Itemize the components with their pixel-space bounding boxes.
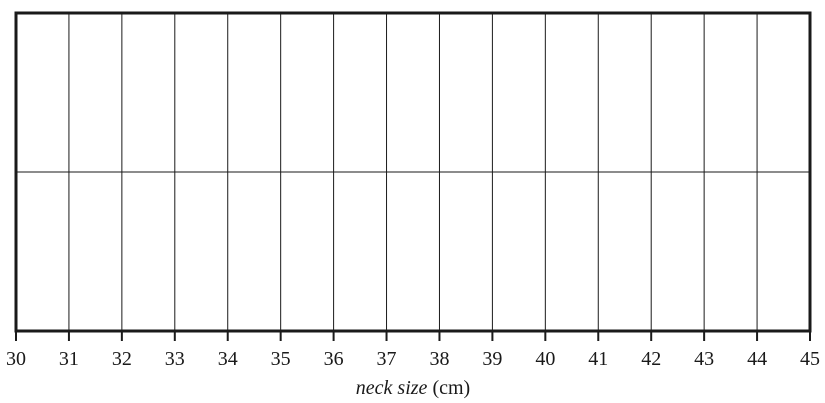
- x-tick-label-40: 40: [535, 348, 555, 370]
- x-tick-label-43: 43: [694, 348, 714, 370]
- x-tick-label-38: 38: [429, 348, 449, 370]
- x-tick-label-30: 30: [6, 348, 26, 370]
- x-tick-label-42: 42: [641, 348, 661, 370]
- x-tick-label-33: 33: [165, 348, 185, 370]
- x-axis-label-unit: (cm): [427, 377, 470, 399]
- x-tick-label-32: 32: [112, 348, 132, 370]
- plot-frame: [14, 11, 812, 333]
- x-tick-label-39: 39: [482, 348, 502, 370]
- x-tick-label-34: 34: [218, 348, 238, 370]
- x-axis-label-quantity: neck size: [356, 377, 428, 399]
- x-tick-label-36: 36: [324, 348, 344, 370]
- x-tick-label-37: 37: [377, 348, 397, 370]
- x-axis-ticks: 30 31 32 33 34 35 36 37 38 39 40 41 42 43 44 45: [6, 331, 820, 370]
- grid-lines: [16, 13, 810, 331]
- x-tick-label-31: 31: [59, 348, 79, 370]
- x-tick-label-45: 45: [800, 348, 820, 370]
- x-axis-label: neck size (cm): [356, 377, 470, 399]
- x-tick-label-41: 41: [588, 348, 608, 370]
- x-tick-label-35: 35: [271, 348, 291, 370]
- x-tick-label-44: 44: [747, 348, 767, 370]
